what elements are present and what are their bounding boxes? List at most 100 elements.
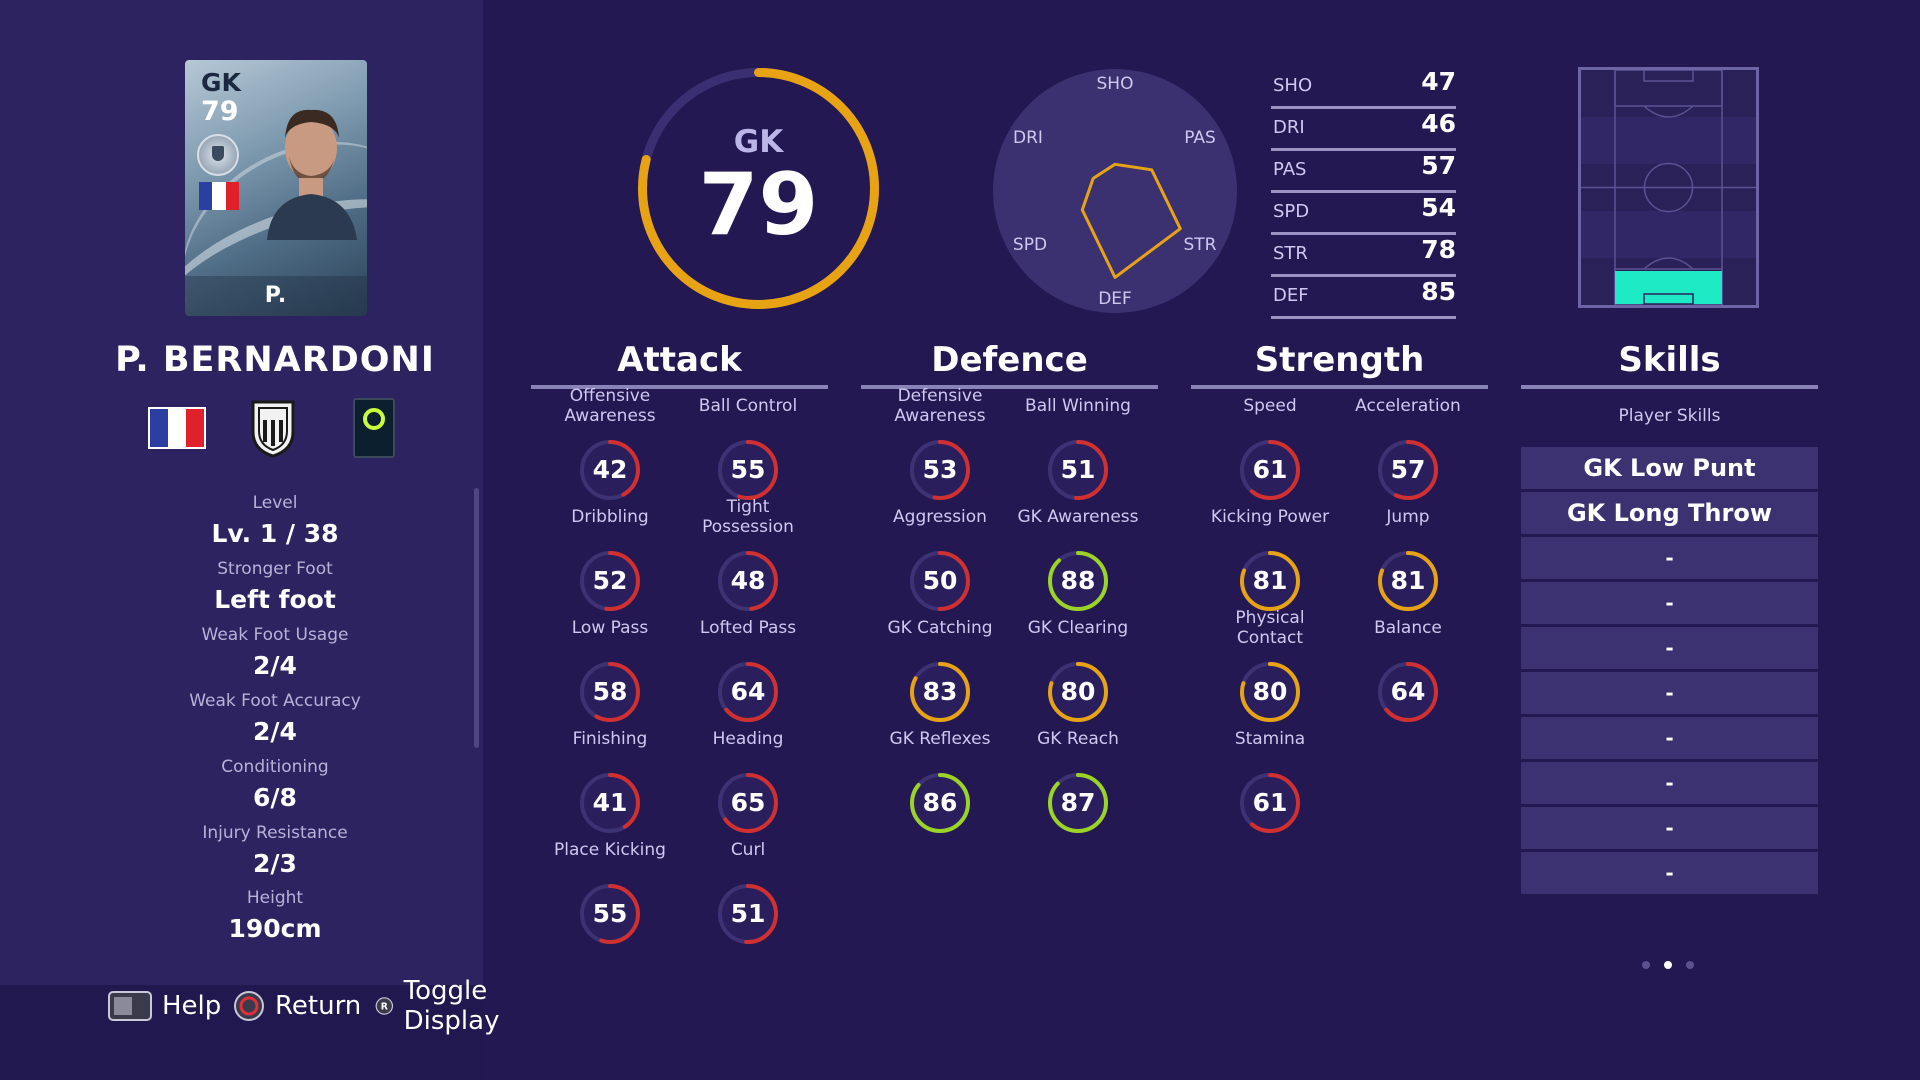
league-logo-icon xyxy=(353,398,395,458)
info-value-height: 190cm xyxy=(228,914,322,943)
page-dot-current[interactable] xyxy=(1664,961,1672,969)
attr-rating-arc xyxy=(1240,773,1300,833)
attr-value: 58 xyxy=(592,677,628,706)
r-button-icon: R xyxy=(375,997,394,1015)
info-label-weak-foot-usage: Weak Foot Usage xyxy=(201,625,349,645)
attr-name: Kicking Power xyxy=(1210,507,1330,527)
attr-rating-ring xyxy=(1240,662,1300,722)
attr-rating-ring xyxy=(910,440,970,500)
attr-name: Heading xyxy=(712,729,784,749)
attr-rating-ring xyxy=(580,440,640,500)
attr-name: Finishing xyxy=(572,729,648,749)
attr-name: Balance xyxy=(1374,618,1442,638)
attr-name: Acceleration xyxy=(1355,396,1461,416)
info-scrollbar[interactable] xyxy=(474,488,479,748)
attr-value: 55 xyxy=(592,899,628,928)
card-rating: 79 xyxy=(201,96,239,127)
attr-rating-ring xyxy=(1240,551,1300,611)
card-rank-badge-icon xyxy=(197,134,239,176)
stat-value: 47 xyxy=(1421,67,1456,96)
stat-row-str: STR 78 xyxy=(1271,235,1456,277)
attr-name: GK Reach xyxy=(1037,729,1119,749)
attr-name: Curl xyxy=(730,840,766,860)
attr-value: 42 xyxy=(592,455,628,484)
player-card[interactable]: GK 79 P. BERNARDONI xyxy=(185,60,367,316)
attr-rating-ring xyxy=(1048,551,1108,611)
skill-slot-empty[interactable]: - xyxy=(1521,762,1818,804)
attr-rating-ring xyxy=(718,662,778,722)
section-title-defence: Defence xyxy=(931,340,1088,380)
radar-label-str: STR xyxy=(1184,235,1217,255)
section-title-skills: Skills xyxy=(1618,340,1721,380)
stat-row-dri: DRI 46 xyxy=(1271,109,1456,151)
attr-name: Physical Contact xyxy=(1235,608,1305,648)
skill-slot-empty[interactable]: - xyxy=(1521,807,1818,849)
attr-name: Aggression xyxy=(893,507,987,527)
stat-row-pas: PAS 57 xyxy=(1271,151,1456,193)
attr-value: 61 xyxy=(1252,455,1288,484)
attr-rating-arc xyxy=(580,662,640,722)
stat-row-spd: SPD 54 xyxy=(1271,193,1456,235)
radar-label-pas: PAS xyxy=(1184,128,1216,148)
attr-name: GK Reflexes xyxy=(889,729,991,749)
attr-rating-arc xyxy=(910,551,970,611)
stat-name: STR xyxy=(1273,243,1308,264)
attr-rating-arc xyxy=(718,662,778,722)
info-label-level: Level xyxy=(252,493,298,513)
overall-rating-ring xyxy=(638,68,879,309)
skill-slot-empty[interactable]: - xyxy=(1521,627,1818,669)
section-underline xyxy=(531,385,828,389)
attr-rating-ring xyxy=(910,773,970,833)
page-dot[interactable] xyxy=(1642,961,1650,969)
info-label-conditioning: Conditioning xyxy=(221,757,329,777)
affiliation-icons xyxy=(146,398,396,460)
skill-slot-empty[interactable]: - xyxy=(1521,717,1818,759)
attr-value: 64 xyxy=(1390,677,1426,706)
attr-value: 80 xyxy=(1252,677,1288,706)
radar-label-dri: DRI xyxy=(1013,128,1043,148)
attr-rating-ring xyxy=(910,551,970,611)
goalkeeper-zone-highlight xyxy=(1615,271,1722,304)
radar-label-def: DEF xyxy=(1098,289,1132,309)
attr-value: 48 xyxy=(730,566,766,595)
attr-value: 80 xyxy=(1060,677,1096,706)
radar-label-spd: SPD xyxy=(1013,235,1047,255)
stat-name: SHO xyxy=(1273,75,1313,96)
attr-value: 53 xyxy=(922,455,958,484)
skill-slot[interactable]: GK Low Punt xyxy=(1521,447,1818,489)
attr-rating-arc xyxy=(1048,440,1108,500)
attr-rating-arc xyxy=(910,773,970,833)
attr-rating-ring xyxy=(1048,773,1108,833)
help-button[interactable]: Help xyxy=(108,986,221,1026)
attr-value: 55 xyxy=(730,455,766,484)
attr-value: 57 xyxy=(1390,455,1426,484)
attr-value: 81 xyxy=(1390,566,1426,595)
stat-value: 54 xyxy=(1421,193,1456,222)
card-position: GK xyxy=(201,68,241,97)
skill-slot-empty[interactable]: - xyxy=(1521,672,1818,714)
ability-radar-chart: SHO PAS STR DEF SPD DRI xyxy=(993,69,1237,313)
toggle-display-button[interactable]: R Toggle Display xyxy=(375,976,513,1036)
attr-rating-ring xyxy=(718,551,778,611)
info-value-weak-foot-accuracy: 2/4 xyxy=(253,717,297,746)
info-value-level: Lv. 1 / 38 xyxy=(211,519,339,548)
return-label: Return xyxy=(275,991,362,1021)
help-label: Help xyxy=(162,991,222,1021)
skill-slot-empty[interactable]: - xyxy=(1521,537,1818,579)
skill-slot-empty[interactable]: - xyxy=(1521,852,1818,894)
svg-text:R: R xyxy=(381,1001,388,1012)
page-dot[interactable] xyxy=(1686,961,1694,969)
attr-name: Tight Possession xyxy=(702,497,794,537)
attr-value: 88 xyxy=(1060,566,1096,595)
stat-name: PAS xyxy=(1273,159,1307,180)
attr-value: 51 xyxy=(1060,455,1096,484)
overall-rating: 79 xyxy=(698,155,819,255)
skill-slot-empty[interactable]: - xyxy=(1521,582,1818,624)
info-value-conditioning: 6/8 xyxy=(253,783,297,812)
stat-row-sho: SHO 47 xyxy=(1271,67,1456,109)
skill-slot[interactable]: GK Long Throw xyxy=(1521,492,1818,534)
attr-rating-arc xyxy=(1048,551,1108,611)
circle-button-icon xyxy=(234,991,264,1021)
return-button[interactable]: Return xyxy=(233,986,361,1026)
section-underline xyxy=(1521,385,1818,389)
